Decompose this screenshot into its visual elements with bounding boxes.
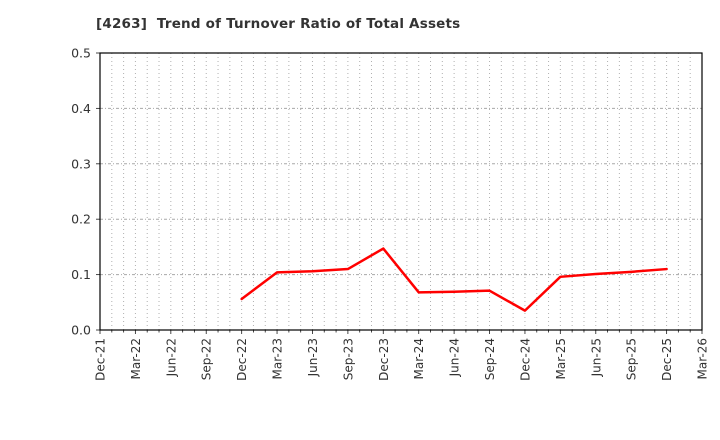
y-tick-label: 0.5 [71, 46, 91, 61]
y-tick-label: 0.2 [71, 212, 91, 227]
x-tick-label: Mar-25 [554, 338, 568, 379]
x-tick-label: Sep-24 [483, 338, 497, 380]
x-tick-label: Dec-24 [518, 338, 532, 381]
y-tick-label: 0.1 [71, 267, 91, 282]
x-tick-label: Sep-25 [625, 338, 639, 380]
x-tick-label: Jun-22 [164, 338, 178, 377]
x-tick-label: Sep-22 [200, 338, 214, 380]
y-tick-label: 0.3 [71, 156, 91, 171]
x-tick-label: Mar-24 [412, 338, 426, 379]
x-tick-label: Dec-23 [377, 338, 391, 381]
x-tick-label: Dec-21 [94, 338, 108, 381]
x-tick-label: Mar-23 [271, 338, 285, 379]
x-tick-label: Jun-25 [589, 338, 603, 377]
x-tick-label: Dec-25 [660, 338, 674, 381]
y-tick-label: 0.0 [71, 323, 91, 338]
x-tick-label: Mar-22 [129, 338, 143, 379]
data-line-series [240, 247, 668, 312]
x-tick-label: Sep-23 [341, 338, 355, 380]
y-tick-label: 0.4 [71, 101, 91, 116]
x-tick-label: Jun-23 [306, 338, 320, 377]
x-tick-label: Jun-24 [448, 338, 462, 377]
plot-frame [99, 52, 703, 331]
chart-title: [4263] Trend of Turnover Ratio of Total … [96, 16, 461, 32]
x-tick-label: Mar-26 [696, 338, 710, 379]
x-tick-label: Dec-22 [235, 338, 249, 381]
